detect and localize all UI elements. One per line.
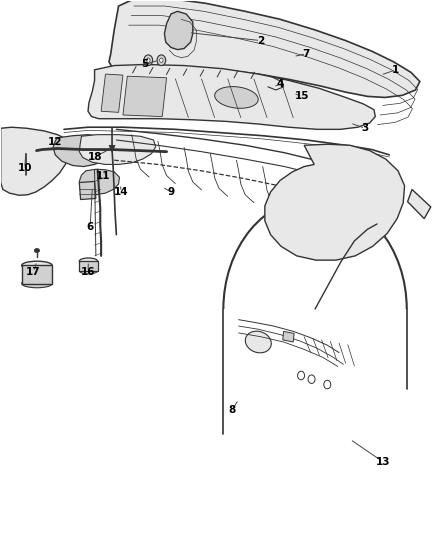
Text: 15: 15 [295,91,309,101]
Polygon shape [101,74,123,112]
Text: 11: 11 [96,171,110,181]
Ellipse shape [21,261,52,270]
Polygon shape [53,135,115,166]
Ellipse shape [21,279,52,288]
Polygon shape [164,11,193,50]
Ellipse shape [245,331,271,353]
Circle shape [308,375,315,383]
Circle shape [297,371,304,379]
Text: 3: 3 [362,123,369,133]
Text: 1: 1 [392,65,399,75]
Circle shape [147,58,150,62]
Circle shape [33,147,40,155]
Text: 8: 8 [229,405,236,415]
Polygon shape [79,135,155,165]
Circle shape [159,58,163,62]
Polygon shape [88,64,375,130]
Text: 6: 6 [87,222,94,232]
Polygon shape [265,144,405,260]
Circle shape [157,55,166,66]
Circle shape [324,380,331,389]
Text: 16: 16 [81,267,95,277]
Polygon shape [109,0,420,98]
Circle shape [71,136,95,165]
Polygon shape [1,127,71,195]
Polygon shape [21,150,30,155]
Ellipse shape [79,268,98,274]
Polygon shape [79,261,98,271]
Ellipse shape [34,248,39,253]
Text: 18: 18 [87,152,102,162]
Text: 13: 13 [375,457,390,466]
Ellipse shape [215,86,258,108]
Circle shape [315,180,357,231]
Polygon shape [283,332,294,342]
Text: 2: 2 [257,36,264,45]
Text: 17: 17 [26,267,41,277]
Polygon shape [79,169,120,195]
Text: 10: 10 [18,163,32,173]
Polygon shape [123,76,166,117]
Text: 7: 7 [303,49,310,59]
Polygon shape [408,189,431,219]
Polygon shape [109,146,115,152]
Circle shape [309,173,363,239]
Text: 12: 12 [48,136,63,147]
Ellipse shape [79,258,98,264]
Circle shape [144,55,152,66]
Polygon shape [79,181,96,199]
Text: 4: 4 [276,79,284,89]
Text: 5: 5 [141,60,148,69]
Polygon shape [21,265,52,284]
Text: 9: 9 [167,187,174,197]
Circle shape [76,142,90,159]
Text: 14: 14 [113,187,128,197]
